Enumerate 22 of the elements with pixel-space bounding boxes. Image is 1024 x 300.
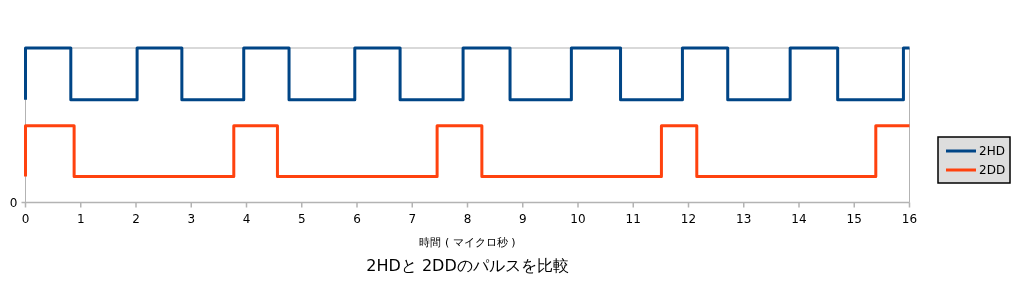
x-tick-label: 15 xyxy=(846,211,862,226)
x-tick-label: 13 xyxy=(736,211,752,226)
text: 2HDと 2DDのパルスを比較 xyxy=(366,256,569,275)
x-tick-label: 12 xyxy=(680,211,697,226)
x-tick-label: 16 xyxy=(901,211,918,226)
x-tick-label: 1 xyxy=(76,211,85,226)
x-tick-label: 0 xyxy=(21,211,30,226)
text: 0 xyxy=(9,195,18,210)
x-tick-label: 4 xyxy=(242,211,251,226)
x-tick-label: 10 xyxy=(570,211,586,226)
x-tick-label: 7 xyxy=(408,211,417,226)
x-axis-title: 時間 ( マイクロ秒 ) xyxy=(419,236,516,249)
x-tick-label: 14 xyxy=(791,211,807,226)
x-tick-label: 6 xyxy=(353,211,361,226)
x-tick-label: 3 xyxy=(187,211,196,226)
legend-label: 2HD xyxy=(979,144,1005,158)
x-tick-label: 9 xyxy=(518,211,527,226)
x-tick-label: 8 xyxy=(463,211,472,226)
x-tick-label: 11 xyxy=(625,211,641,226)
legend-label: 2DD xyxy=(979,163,1006,177)
x-tick-label: 5 xyxy=(297,211,306,226)
x-tick-label: 2 xyxy=(132,211,140,226)
